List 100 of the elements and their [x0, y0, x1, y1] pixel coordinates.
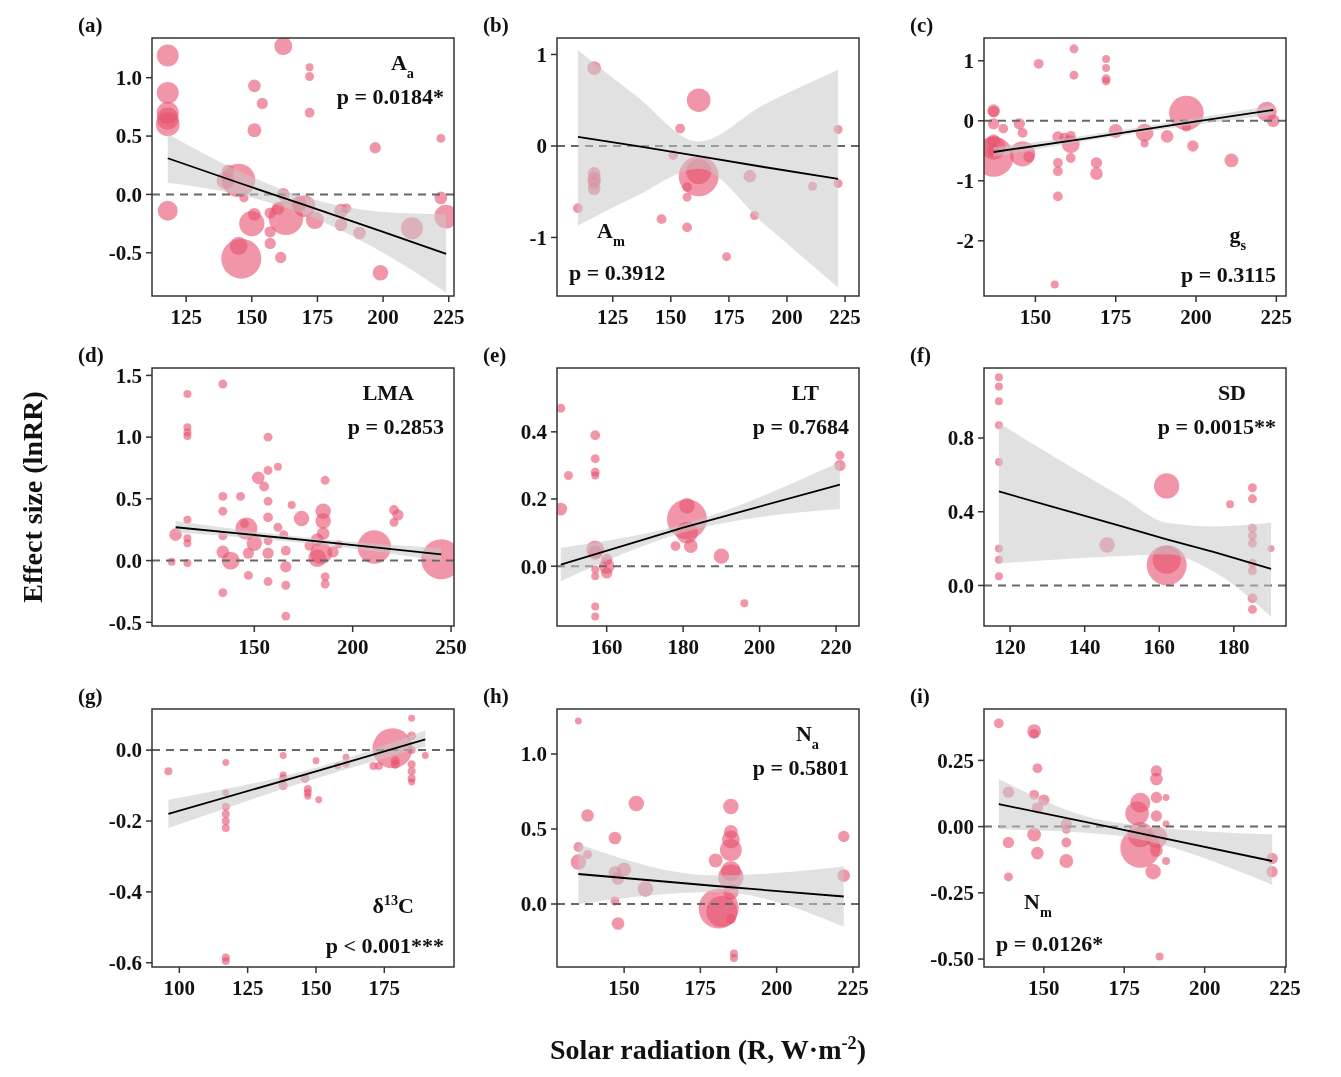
x-tick-label: 225	[837, 976, 869, 1000]
y-tick-label: 0.4	[520, 420, 548, 445]
annotation: p = 0.2853	[347, 414, 444, 439]
x-tick-label: 180	[667, 635, 699, 659]
y-tick-label: 0.0	[115, 182, 142, 207]
y-tick-label: -0.25	[930, 881, 974, 906]
annotation: p = 0.0184*	[336, 84, 444, 109]
y-tick-label: 1.5	[115, 363, 142, 388]
y-tick-label: -0.50	[930, 947, 974, 972]
annotation: A$_{m}$	[597, 218, 625, 249]
x-tick-label: 120	[994, 635, 1026, 659]
annotation: p < 0.001***	[325, 933, 444, 958]
y-axis-title: Effect size (lnRR)	[17, 391, 48, 603]
annotation: g$_{s}$	[1229, 222, 1247, 253]
x-tick-label: 225	[1269, 976, 1301, 1000]
x-tick-label: 175	[1099, 305, 1132, 329]
y-tick-label: 0.25	[937, 748, 974, 773]
chart-title: (f)	[910, 343, 931, 367]
x-tick-label: 125	[597, 305, 629, 329]
x-tick-label: 150	[608, 976, 640, 1000]
x-tick-label: 125	[231, 976, 264, 1000]
x-tick-label: 150	[655, 305, 687, 329]
x-tick-label: 225	[1260, 305, 1293, 329]
line-series	[166, 157, 448, 255]
chart-title: (b)	[483, 13, 509, 37]
y-tick-label: 0.4	[947, 500, 975, 525]
chart-title: (e)	[483, 343, 507, 367]
y-tick-label: 0.8	[947, 426, 974, 451]
x-tick-label: 125	[170, 305, 202, 329]
y-tick-label: 0.0	[115, 548, 142, 573]
y-tick-label: 0.5	[115, 487, 142, 512]
y-tick-label: -0.6	[108, 951, 142, 976]
y-tick-label: 1	[536, 42, 547, 67]
x-tick-label: 160	[1143, 635, 1175, 659]
annotation: p = 0.0126*	[996, 931, 1104, 956]
y-tick-label: -0.2	[108, 809, 142, 834]
y-tick-label: 0.0	[115, 738, 142, 763]
chart-title: (i)	[910, 684, 930, 708]
annotation: p = 0.5801	[752, 755, 849, 780]
line-series	[998, 490, 1272, 570]
x-tick-label: 200	[1180, 305, 1212, 329]
x-tick-label: 175	[368, 976, 401, 1000]
x-tick-label: 200	[771, 305, 803, 329]
y-tick-label: 0.5	[520, 817, 547, 842]
x-tick-label: 100	[163, 976, 196, 1000]
x-tick-label: 180	[1218, 635, 1250, 659]
annotation: p = 0.3115	[1180, 262, 1276, 287]
x-tick-label: 150	[236, 305, 268, 329]
annotation: p = 0.7684	[752, 414, 849, 439]
x-tick-label: 225	[829, 305, 861, 329]
x-tick-label: 220	[820, 635, 852, 659]
x-tick-label: 175	[301, 305, 334, 329]
y-tick-label: 1.0	[115, 425, 142, 450]
x-tick-label: 175	[1108, 976, 1140, 1000]
x-tick-label: 150	[1019, 305, 1052, 329]
y-tick-label: 0.0	[947, 573, 974, 598]
y-tick-label: 0.2	[520, 487, 547, 512]
x-tick-label: 160	[590, 635, 623, 659]
y-tick-label: -0.4	[108, 880, 143, 905]
y-tick-label: 1	[963, 49, 974, 74]
chart-title: (c)	[910, 13, 934, 37]
x-tick-label: 150	[300, 976, 332, 1000]
chart-title: (g)	[78, 684, 103, 708]
annotation: N$_{m}$	[1024, 889, 1052, 920]
y-tick-label: 0.0	[520, 892, 547, 917]
x-tick-label: 200	[367, 305, 399, 329]
x-tick-label: 150	[1028, 976, 1060, 1000]
annotation: LT	[791, 380, 820, 405]
x-tick-label: 200	[760, 976, 793, 1000]
x-tick-label: 175	[713, 305, 745, 329]
x-tick-label: 175	[684, 976, 717, 1000]
y-tick-label: -0.5	[108, 241, 142, 266]
annotation: p = 0.3912	[569, 260, 666, 285]
x-tick-label: 225	[433, 305, 465, 329]
x-tick-label: 200	[336, 635, 369, 659]
annotation: p = 0.0015**	[1157, 414, 1276, 439]
chart-title: (d)	[78, 343, 104, 367]
y-tick-label: 0.00	[937, 814, 974, 839]
annotation: A$_{a}$	[390, 50, 414, 81]
annotation: SD	[1217, 380, 1246, 405]
y-tick-label: 0	[536, 134, 547, 159]
annotation: LMA	[362, 380, 415, 405]
x-tick-label: 200	[743, 635, 776, 659]
x-tick-label: 140	[1068, 635, 1101, 659]
y-tick-label: 1.0	[520, 742, 547, 767]
y-tick-label: -0.5	[108, 610, 142, 635]
x-tick-label: 150	[238, 635, 271, 659]
y-tick-label: 1.0	[115, 66, 142, 91]
y-tick-label: 0.0	[520, 554, 547, 579]
y-tick-label: -1	[956, 169, 974, 194]
annotation: N$_{a}$	[795, 721, 819, 752]
y-tick-label: -2	[956, 229, 974, 254]
y-tick-label: -1	[529, 225, 547, 250]
y-tick-label: 0.5	[115, 124, 142, 149]
y-tick-label: 0	[963, 109, 974, 134]
annotation: δ$^{13}$C	[372, 892, 414, 918]
chart-title: (h)	[483, 684, 509, 708]
x-axis-title: Solar radiation (R, W·m$^{-2}$)	[550, 1033, 866, 1065]
x-tick-label: 200	[1188, 976, 1221, 1000]
x-tick-label: 250	[435, 635, 467, 659]
